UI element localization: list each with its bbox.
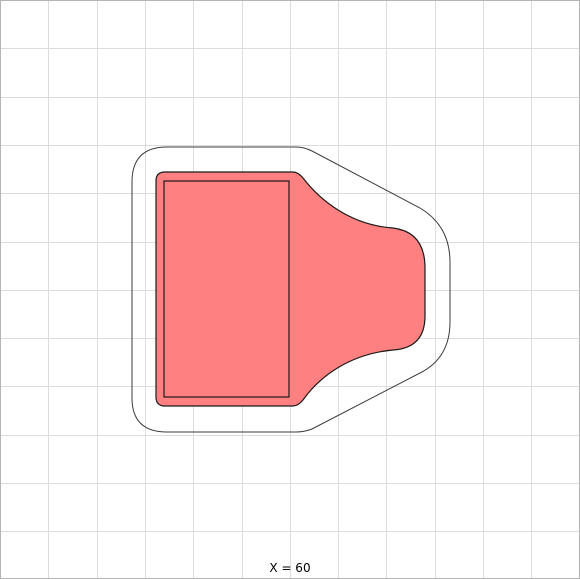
offset-outline: [131, 146, 451, 433]
part-body: [155, 171, 426, 407]
inner-rectangle: [163, 180, 290, 398]
x-value-readout: X = 60: [269, 561, 311, 575]
